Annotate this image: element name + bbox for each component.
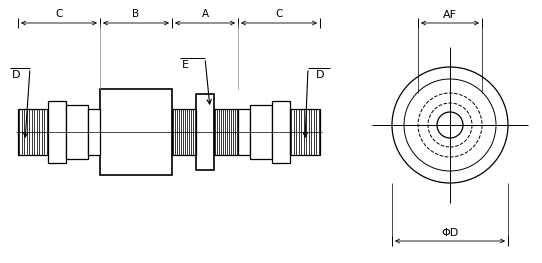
Bar bbox=[100, 89, 172, 175]
Bar bbox=[48, 101, 66, 163]
Bar bbox=[250, 105, 272, 159]
Bar bbox=[66, 105, 88, 159]
Bar bbox=[18, 109, 48, 155]
Bar bbox=[196, 94, 214, 170]
Text: C: C bbox=[275, 9, 283, 19]
Text: B: B bbox=[132, 9, 139, 19]
Bar bbox=[88, 109, 100, 155]
Bar bbox=[272, 101, 290, 163]
Text: D: D bbox=[12, 70, 21, 80]
Text: ΦD: ΦD bbox=[441, 228, 459, 238]
Bar bbox=[214, 109, 238, 155]
Text: C: C bbox=[55, 9, 63, 19]
Text: AF: AF bbox=[443, 10, 457, 20]
Text: A: A bbox=[202, 9, 209, 19]
Bar bbox=[238, 109, 250, 155]
Text: D: D bbox=[316, 70, 325, 80]
Bar bbox=[172, 109, 196, 155]
Text: E: E bbox=[182, 60, 189, 70]
Bar bbox=[290, 109, 320, 155]
